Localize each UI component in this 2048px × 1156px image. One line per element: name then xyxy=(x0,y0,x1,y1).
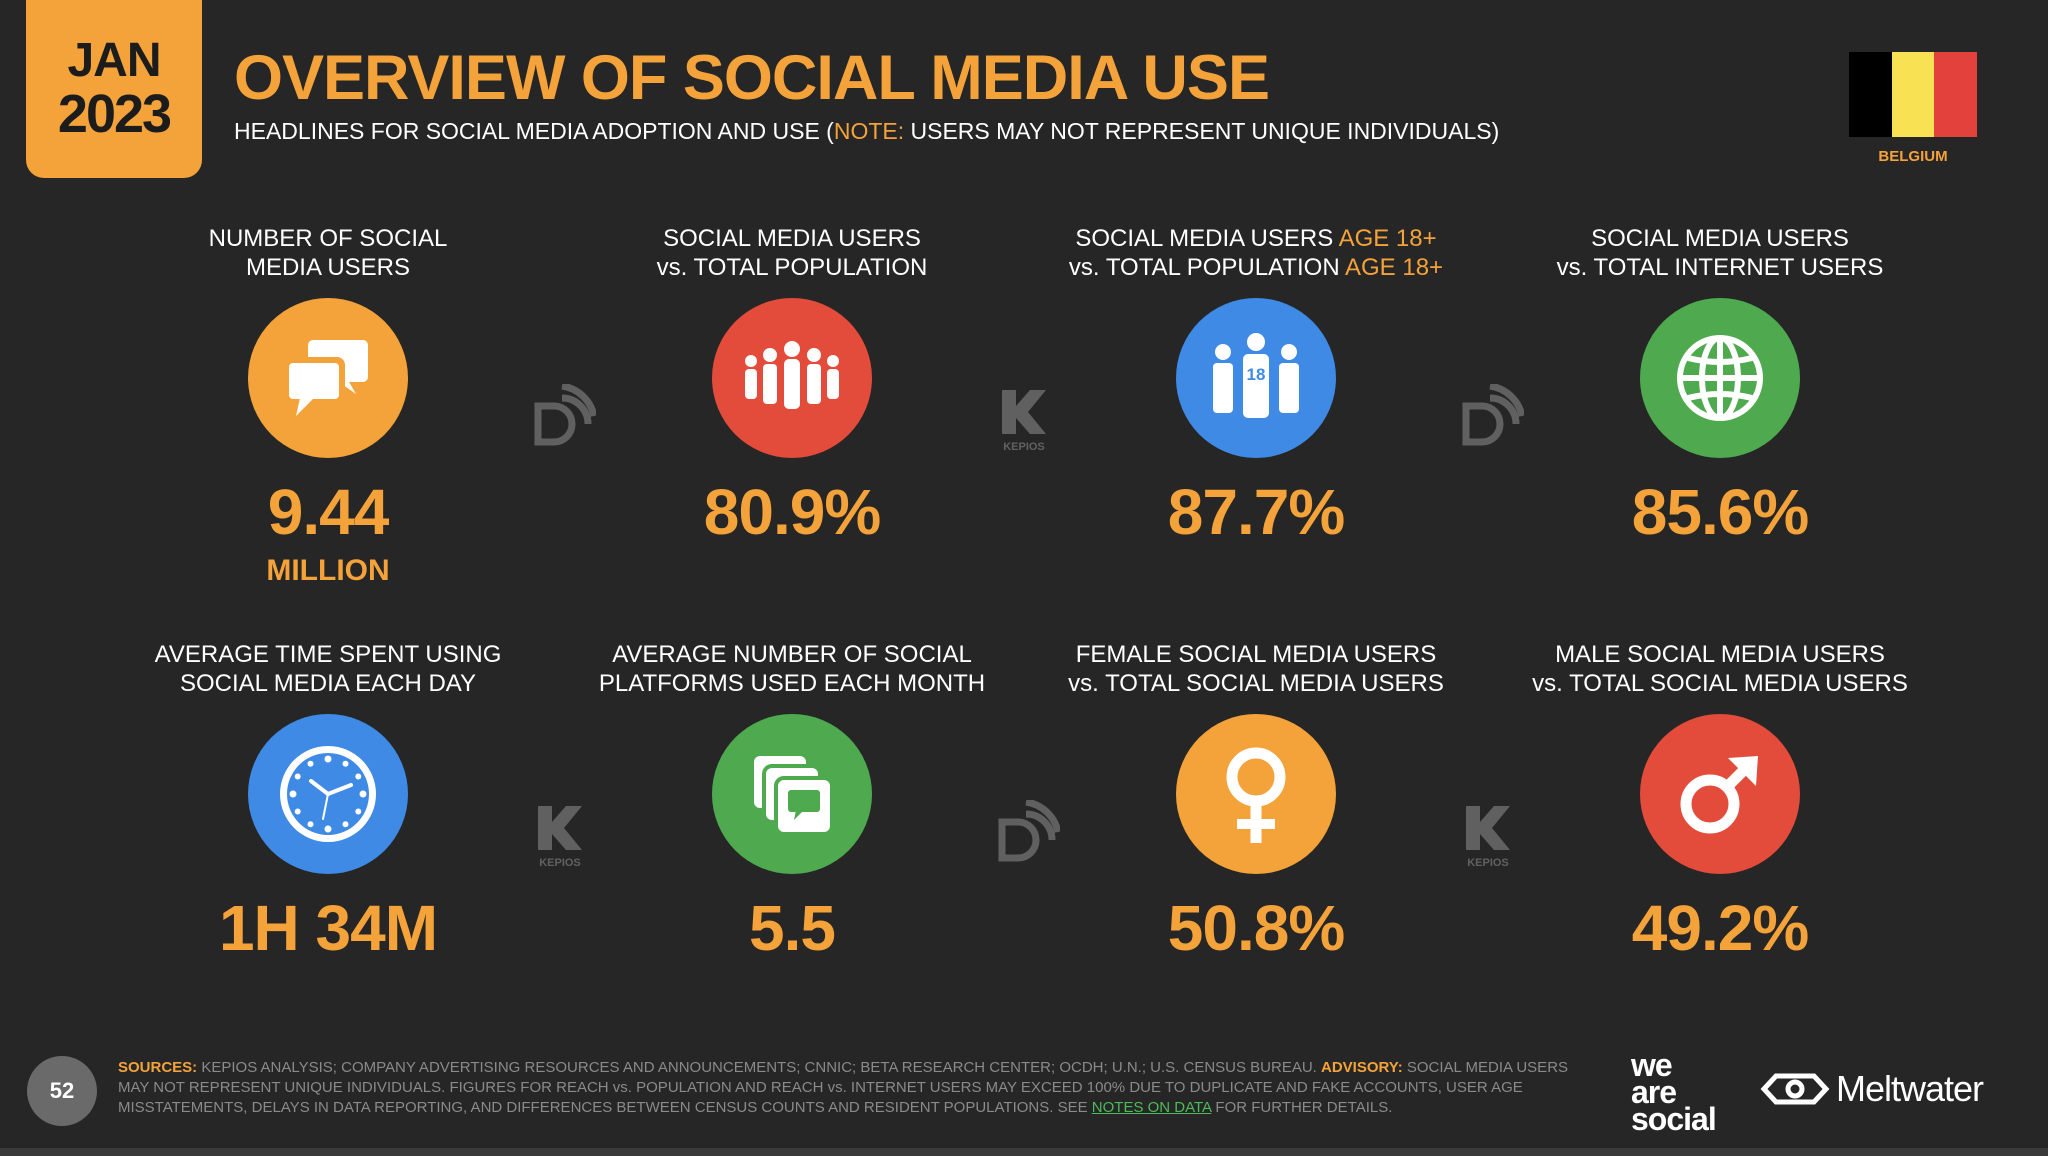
kepios-logo-icon xyxy=(538,806,582,850)
stat-label: AVERAGE NUMBER OF SOCIAL PLATFORMS USED E… xyxy=(598,641,986,697)
flag-stripe-yellow xyxy=(1891,52,1935,137)
belgium-flag-icon xyxy=(1849,52,1978,137)
datareportal-watermark-icon xyxy=(532,382,598,453)
date-year: 2023 xyxy=(57,84,172,144)
kepios-watermark: KEPIOS xyxy=(534,804,586,869)
stat-value: 5.5 xyxy=(749,892,836,964)
stat-label: SOCIAL MEDIA USERS vs. TOTAL POPULATION xyxy=(656,225,928,281)
country-label: BELGIUM xyxy=(1878,148,1948,165)
stat-platforms: AVERAGE NUMBER OF SOCIAL PLATFORMS USED E… xyxy=(592,640,992,960)
stat-value: 80.9% xyxy=(703,476,881,548)
flag-stripe-red xyxy=(1934,52,1978,137)
stat-users-vs-internet: SOCIAL MEDIA USERS vs. TOTAL INTERNET USE… xyxy=(1520,224,1920,544)
globe-icon xyxy=(1640,298,1800,458)
page-number: 52 xyxy=(27,1056,97,1126)
female-icon xyxy=(1176,714,1336,874)
stat-label: FEMALE SOCIAL MEDIA USERS vs. TOTAL SOCIA… xyxy=(1068,641,1444,697)
stat-value: 49.2% xyxy=(1631,892,1809,964)
kepios-logo-icon xyxy=(1466,806,1510,850)
stat-label: SOCIAL MEDIA USERS AGE 18+ vs. TOTAL POP… xyxy=(1068,225,1444,281)
bottom-bar xyxy=(0,1148,2048,1156)
svg-text:18: 18 xyxy=(1247,365,1266,384)
stat-social-media-users: NUMBER OF SOCIAL MEDIA USERS 9.44 MILLION xyxy=(128,224,528,588)
stat-label: SOCIAL MEDIA USERS vs. TOTAL INTERNET USE… xyxy=(1556,225,1884,281)
stat-label: NUMBER OF SOCIAL MEDIA USERS xyxy=(208,225,448,281)
subtitle-text-end: USERS MAY NOT REPRESENT UNIQUE INDIVIDUA… xyxy=(904,118,1500,144)
subtitle-note: NOTE: xyxy=(833,118,905,144)
datareportal-watermark-icon xyxy=(996,798,1062,869)
we-are-social-logo: we are social xyxy=(1631,1047,1717,1137)
stat-male-users: MALE SOCIAL MEDIA USERS vs. TOTAL SOCIAL … xyxy=(1520,640,1920,960)
flag-stripe-black xyxy=(1849,52,1892,137)
kepios-logo-icon xyxy=(1002,390,1046,434)
meltwater-mark-icon xyxy=(1760,1073,1830,1105)
stat-female-users: FEMALE SOCIAL MEDIA USERS vs. TOTAL SOCIA… xyxy=(1056,640,1456,960)
speech-bubbles-icon xyxy=(248,298,408,458)
stat-unit: MILLION xyxy=(266,554,390,587)
clock-icon xyxy=(248,714,408,874)
stat-users-vs-population: SOCIAL MEDIA USERS vs. TOTAL POPULATION 8… xyxy=(592,224,992,544)
crowd-icon xyxy=(712,298,872,458)
stat-label: AVERAGE TIME SPENT USING SOCIAL MEDIA EAC… xyxy=(154,641,502,697)
meltwater-logo: Meltwater xyxy=(1760,1068,1984,1110)
stat-value: 9.44 xyxy=(267,476,390,548)
page-subtitle: HEADLINES FOR SOCIAL MEDIA ADOPTION AND … xyxy=(234,118,1499,145)
page-title: OVERVIEW OF SOCIAL MEDIA USE xyxy=(234,43,1270,113)
stat-time-spent: AVERAGE TIME SPENT USING SOCIAL MEDIA EAC… xyxy=(128,640,528,960)
adults-18-icon: 18 xyxy=(1176,298,1336,458)
stat-value: 50.8% xyxy=(1167,892,1345,964)
stat-value: 87.7% xyxy=(1167,476,1345,548)
sources-note: SOURCES: KEPIOS ANALYSIS; COMPANY ADVERT… xyxy=(118,1059,1569,1116)
stat-value: 85.6% xyxy=(1631,476,1809,548)
date-badge: JAN 2023 xyxy=(26,0,202,178)
notes-on-data-link[interactable]: NOTES ON DATA xyxy=(1091,1099,1212,1116)
kepios-watermark: KEPIOS xyxy=(1462,804,1514,869)
male-icon xyxy=(1640,714,1800,874)
stat-value: 1H 34M xyxy=(218,892,438,964)
datareportal-watermark-icon xyxy=(1460,382,1526,453)
platforms-icon xyxy=(712,714,872,874)
date-month: JAN xyxy=(67,34,161,87)
kepios-watermark: KEPIOS xyxy=(998,388,1050,453)
subtitle-text: HEADLINES FOR SOCIAL MEDIA ADOPTION AND … xyxy=(234,118,834,144)
stat-users-18-plus: SOCIAL MEDIA USERS AGE 18+ vs. TOTAL POP… xyxy=(1056,224,1456,544)
stat-label: MALE SOCIAL MEDIA USERS vs. TOTAL SOCIAL … xyxy=(1532,641,1908,697)
